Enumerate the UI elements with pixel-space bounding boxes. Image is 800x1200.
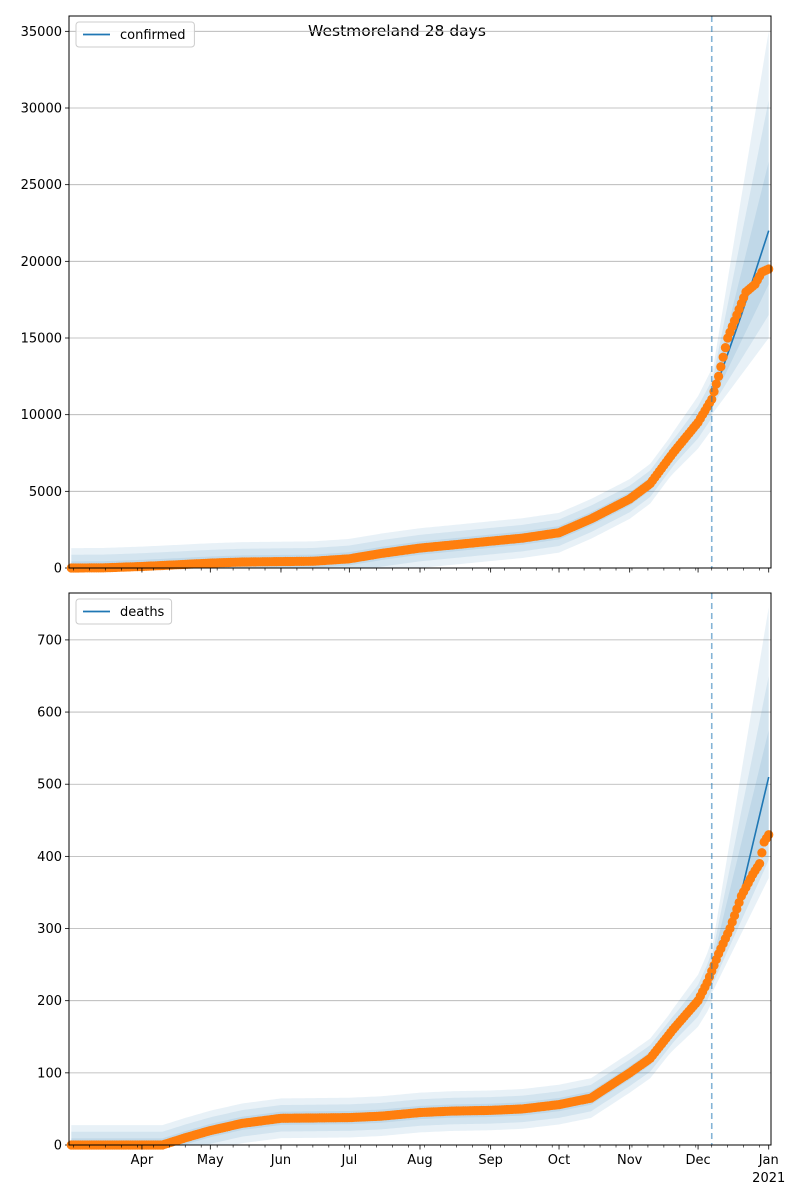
observed-point-286: [718, 352, 728, 362]
observed-point-283: [711, 379, 721, 389]
legend: confirmed: [75, 21, 195, 48]
observed-point-306: [764, 830, 774, 840]
legend-label: confirmed: [120, 28, 186, 43]
y-tick-label-4: 400: [37, 850, 62, 865]
y-tick-label-2: 10000: [21, 408, 62, 423]
model-line: [71, 230, 770, 569]
legend-label: deaths: [120, 605, 165, 620]
x-tick-label-0: Apr: [131, 1153, 154, 1168]
y-tick-label-7: 700: [37, 633, 62, 648]
y-tick-label-6: 600: [37, 706, 62, 721]
x-tick-label-3: Jul: [341, 1153, 358, 1168]
confirmed-panel: 0 5000 10000 15000 20000 25000 30000 35000 confi…: [21, 15, 774, 577]
legend-box: [75, 21, 195, 48]
axes-frame: [68, 15, 772, 569]
uncertainty-band-0: [71, 31, 769, 569]
deaths-panel: 0 100 200 300 400 500 600 700 Apr May Jun Jul Aug Sep…: [37, 592, 785, 1186]
observed-point-306: [764, 264, 774, 274]
observed-point-303: [757, 848, 767, 858]
x-tick-label-8: Dec: [685, 1153, 710, 1168]
x-tick-label-5: Sep: [478, 1153, 503, 1168]
y-tick-label-3: 15000: [21, 332, 62, 347]
uncertainty-band-2: [71, 730, 769, 1145]
x-year-label: 2021: [752, 1171, 785, 1186]
y-tick-label-2: 200: [37, 994, 62, 1009]
y-tick-label-0: 0: [54, 562, 62, 577]
uncertainty-band-2: [71, 161, 769, 568]
y-tick-label-6: 30000: [21, 102, 62, 117]
uncertainty-band-1: [71, 100, 769, 568]
uncertainty-band-1: [71, 675, 769, 1145]
x-tick-label-6: Oct: [548, 1153, 570, 1168]
y-tick-label-5: 500: [37, 778, 62, 793]
y-tick-label-3: 300: [37, 922, 62, 937]
legend-box: [75, 598, 173, 625]
x-tick-label-1: May: [197, 1153, 224, 1168]
x-tick-label-7: Nov: [617, 1153, 643, 1168]
x-tick-label-2: Jun: [270, 1153, 291, 1168]
uncertainty-band-0: [71, 607, 769, 1145]
legend: deaths: [75, 598, 173, 625]
model-line: [71, 776, 770, 1146]
y-tick-label-4: 20000: [21, 255, 62, 270]
observed-point-285: [716, 362, 726, 372]
y-tick-label-1: 100: [37, 1066, 62, 1081]
observed-point-287: [720, 342, 731, 353]
x-tick-label-9: Jan: [758, 1153, 779, 1168]
y-tick-label-1: 5000: [29, 485, 62, 500]
axes-frame: [68, 592, 772, 1146]
observed-point-284: [713, 371, 724, 381]
y-tick-label-5: 25000: [21, 178, 62, 193]
y-tick-label-0: 0: [54, 1139, 62, 1154]
x-tick-label-4: Aug: [407, 1153, 432, 1168]
y-tick-label-7: 35000: [21, 25, 62, 40]
observed-point-302: [755, 858, 765, 869]
